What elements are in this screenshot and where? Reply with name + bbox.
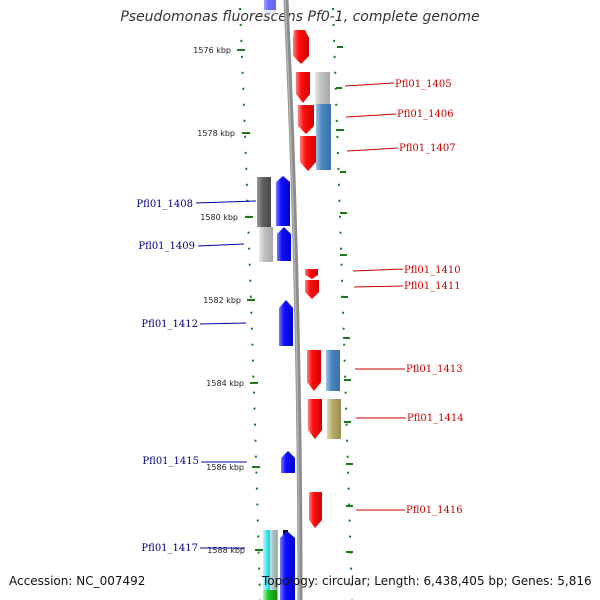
gene-arrow xyxy=(300,136,316,171)
left-leader-lines xyxy=(195,200,257,549)
kbp-label: 1588 kbp xyxy=(207,546,245,555)
kbp-label: 1586 kbp xyxy=(206,463,244,472)
genome-backbone xyxy=(283,0,303,600)
kbp-label: 1582 kbp xyxy=(203,296,241,305)
left-gene-labels: Pfl01_1408 Pfl01_1409 Pfl01_1412 Pfl01_1… xyxy=(136,199,199,554)
right-dotted-guide xyxy=(332,7,353,600)
left-dotted-guide xyxy=(239,7,261,600)
gene-label[interactable]: Pfl01_1405 xyxy=(395,79,452,90)
map-title: Pseudomonas fluorescens Pf0-1, complete … xyxy=(120,9,480,25)
gene-label[interactable]: Pfl01_1410 xyxy=(404,265,461,276)
right-tick-marks xyxy=(336,46,353,553)
gene-arrow xyxy=(307,350,321,391)
annotation-box xyxy=(270,530,278,600)
gene-label[interactable]: Pfl01_1409 xyxy=(138,241,195,252)
gene-arrow xyxy=(280,531,295,600)
gene-arrow xyxy=(305,269,318,279)
gene-label[interactable]: Pfl01_1413 xyxy=(406,364,463,375)
gene-arrow xyxy=(298,105,314,134)
genome-backbone-highlight xyxy=(284,0,300,600)
kbp-label: 1584 kbp xyxy=(206,379,244,388)
gene-label[interactable]: Pfl01_1417 xyxy=(141,543,198,554)
annotation-box xyxy=(263,590,277,600)
gene-label[interactable]: Pfl01_1406 xyxy=(397,109,454,120)
gene-arrow xyxy=(281,451,295,473)
gene-label[interactable]: Pfl01_1411 xyxy=(404,281,461,292)
right-leader-lines xyxy=(344,82,406,511)
gene-label[interactable]: Pfl01_1407 xyxy=(399,143,456,154)
kbp-label: 1580 kbp xyxy=(200,213,238,222)
left-tick-marks xyxy=(237,49,263,551)
accession-text: Accession: NC_007492 xyxy=(9,574,146,588)
gene-arrow xyxy=(309,492,322,528)
annotation-box xyxy=(257,177,271,227)
gene-label[interactable]: Pfl01_1414 xyxy=(407,413,464,424)
gene-arrow xyxy=(305,280,319,299)
gene-arrow xyxy=(308,399,322,439)
genome-stats-text: Topology: circular; Length: 6,438,405 bp… xyxy=(262,574,592,588)
forward-strand-genes xyxy=(257,176,295,600)
gene-feature-top-gray xyxy=(264,0,276,14)
gene-arrow xyxy=(293,30,309,64)
gene-arrow xyxy=(277,227,291,261)
gene-label[interactable]: Pfl01_1412 xyxy=(141,319,198,330)
gene-label[interactable]: Pfl01_1416 xyxy=(406,505,463,516)
gene-label[interactable]: Pfl01_1415 xyxy=(142,456,199,467)
gene-arrow xyxy=(279,300,293,346)
kbp-label: 1578 kbp xyxy=(197,129,235,138)
gene-arrow xyxy=(276,176,290,226)
gene-label[interactable]: Pfl01_1408 xyxy=(136,199,193,210)
annotation-box xyxy=(259,227,273,262)
kbp-label: 1576 kbp xyxy=(193,46,231,55)
right-gene-labels: Pfl01_1405 Pfl01_1406 Pfl01_1407 Pfl01_1… xyxy=(395,79,464,516)
kbp-scale: 1576 kbp 1578 kbp 1580 kbp 1582 kbp 1584… xyxy=(193,46,245,555)
reverse-annotation-boxes xyxy=(315,72,341,439)
gene-arrow xyxy=(296,72,310,103)
